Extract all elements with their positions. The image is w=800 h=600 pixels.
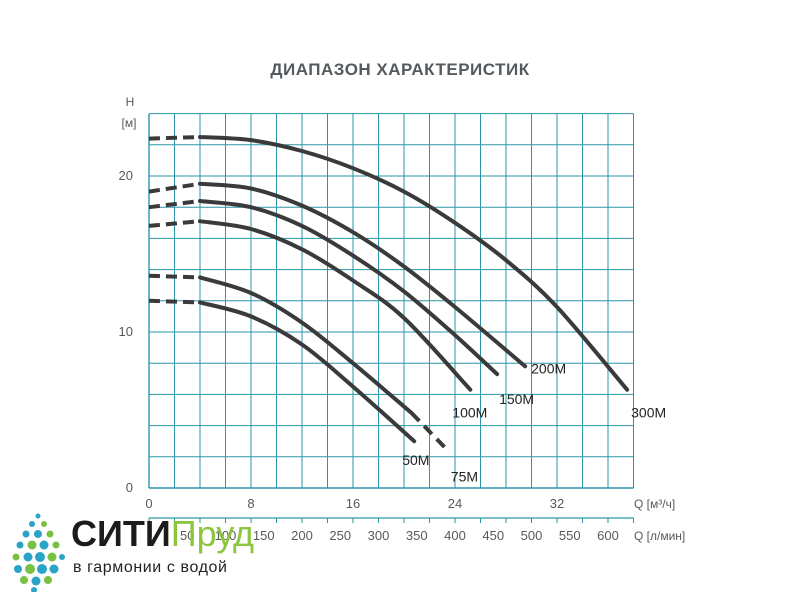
series-label-150M: 150M [499, 391, 534, 407]
logo-drop [46, 530, 54, 538]
logo-drop [23, 552, 33, 562]
curve-dashed-50M [148, 298, 201, 305]
curve-75M [198, 275, 414, 416]
x2-tick-label: 150 [253, 528, 275, 543]
x2-tick-label: 550 [559, 528, 581, 543]
x2-tick-label: 400 [444, 528, 466, 543]
logo-drop [22, 530, 30, 538]
y-tick-label: 0 [126, 480, 133, 495]
x-tick-label: 0 [145, 496, 152, 511]
x-tick-label: 24 [448, 496, 462, 511]
logo-drop [31, 587, 37, 592]
curve-tail-75M [410, 411, 447, 449]
logo-drop [35, 552, 45, 562]
chart-title: ДИАПАЗОН ХАРАКТЕРИСТИК [270, 60, 530, 79]
x-tick-label: 8 [247, 496, 254, 511]
y-tick-label: 10 [119, 324, 133, 339]
x2-axis-label: Q [л/мин] [634, 529, 685, 543]
logo-drop [35, 513, 41, 519]
brand-name: СИТИПруд [71, 516, 254, 552]
curve-150M [198, 199, 500, 377]
logo-drop [49, 564, 59, 574]
logo-drop [20, 576, 28, 584]
brand-slogan: в гармонии с водой [73, 559, 228, 576]
series-label-100M: 100M [452, 405, 487, 421]
logo-drop [29, 521, 35, 527]
curve-50M [198, 300, 417, 444]
x-tick-label: 16 [346, 496, 360, 511]
x2-tick-label: 300 [368, 528, 390, 543]
curve-200M [198, 181, 528, 369]
brand-name-part2: Пруд [170, 513, 255, 554]
logo-drop [31, 576, 41, 586]
logo-drop [34, 530, 42, 538]
site-logo[interactable]: СИТИПруд в гармонии с водой [8, 508, 308, 598]
curve-dashed-150M [148, 199, 201, 210]
x2-tick-label: 500 [521, 528, 543, 543]
y-axis-unit: [м] [122, 116, 137, 130]
x2-tick-label: 250 [329, 528, 351, 543]
y-tick-label: 20 [119, 168, 133, 183]
logo-drop [47, 552, 57, 562]
x2-tick-label: 100 [215, 528, 237, 543]
curves-layer [148, 135, 630, 449]
series-label-75M: 75M [451, 468, 478, 484]
logo-drop [16, 541, 24, 549]
curve-dashed-300M [148, 135, 201, 141]
logo-drop [59, 554, 65, 560]
logo-drop [44, 576, 52, 584]
series-label-300M: 300M [631, 405, 666, 421]
grid-layer [148, 113, 634, 523]
x2-tick-label: 450 [482, 528, 504, 543]
x-tick-label: 32 [550, 496, 564, 511]
logo-drop [27, 540, 37, 550]
logo-drop [25, 564, 35, 574]
curve-100M [198, 219, 473, 392]
water-drops-icon [12, 513, 65, 592]
brand-name-part1: СИТИ [71, 513, 171, 554]
curve-300M [198, 135, 630, 392]
x-axis-label: Q [м³/ч] [634, 497, 675, 511]
logo-drop [41, 521, 47, 527]
x2-tick-label: 200 [291, 528, 313, 543]
x2-tick-label: 50 [180, 528, 194, 543]
logo-drop [12, 553, 20, 561]
logo-drop [37, 564, 47, 574]
x2-tick-label: 600 [597, 528, 619, 543]
curve-dashed-100M [148, 219, 201, 228]
x2-tick-label: 350 [406, 528, 428, 543]
series-label-50M: 50M [402, 452, 429, 468]
y-axis-label: H [126, 95, 135, 109]
curve-dashed-75M [148, 273, 201, 280]
logo-drop [52, 541, 60, 549]
logo-drop [14, 565, 22, 573]
curve-dashed-200M [148, 181, 201, 194]
logo-drop [39, 540, 49, 550]
series-label-200M: 200M [531, 360, 566, 376]
